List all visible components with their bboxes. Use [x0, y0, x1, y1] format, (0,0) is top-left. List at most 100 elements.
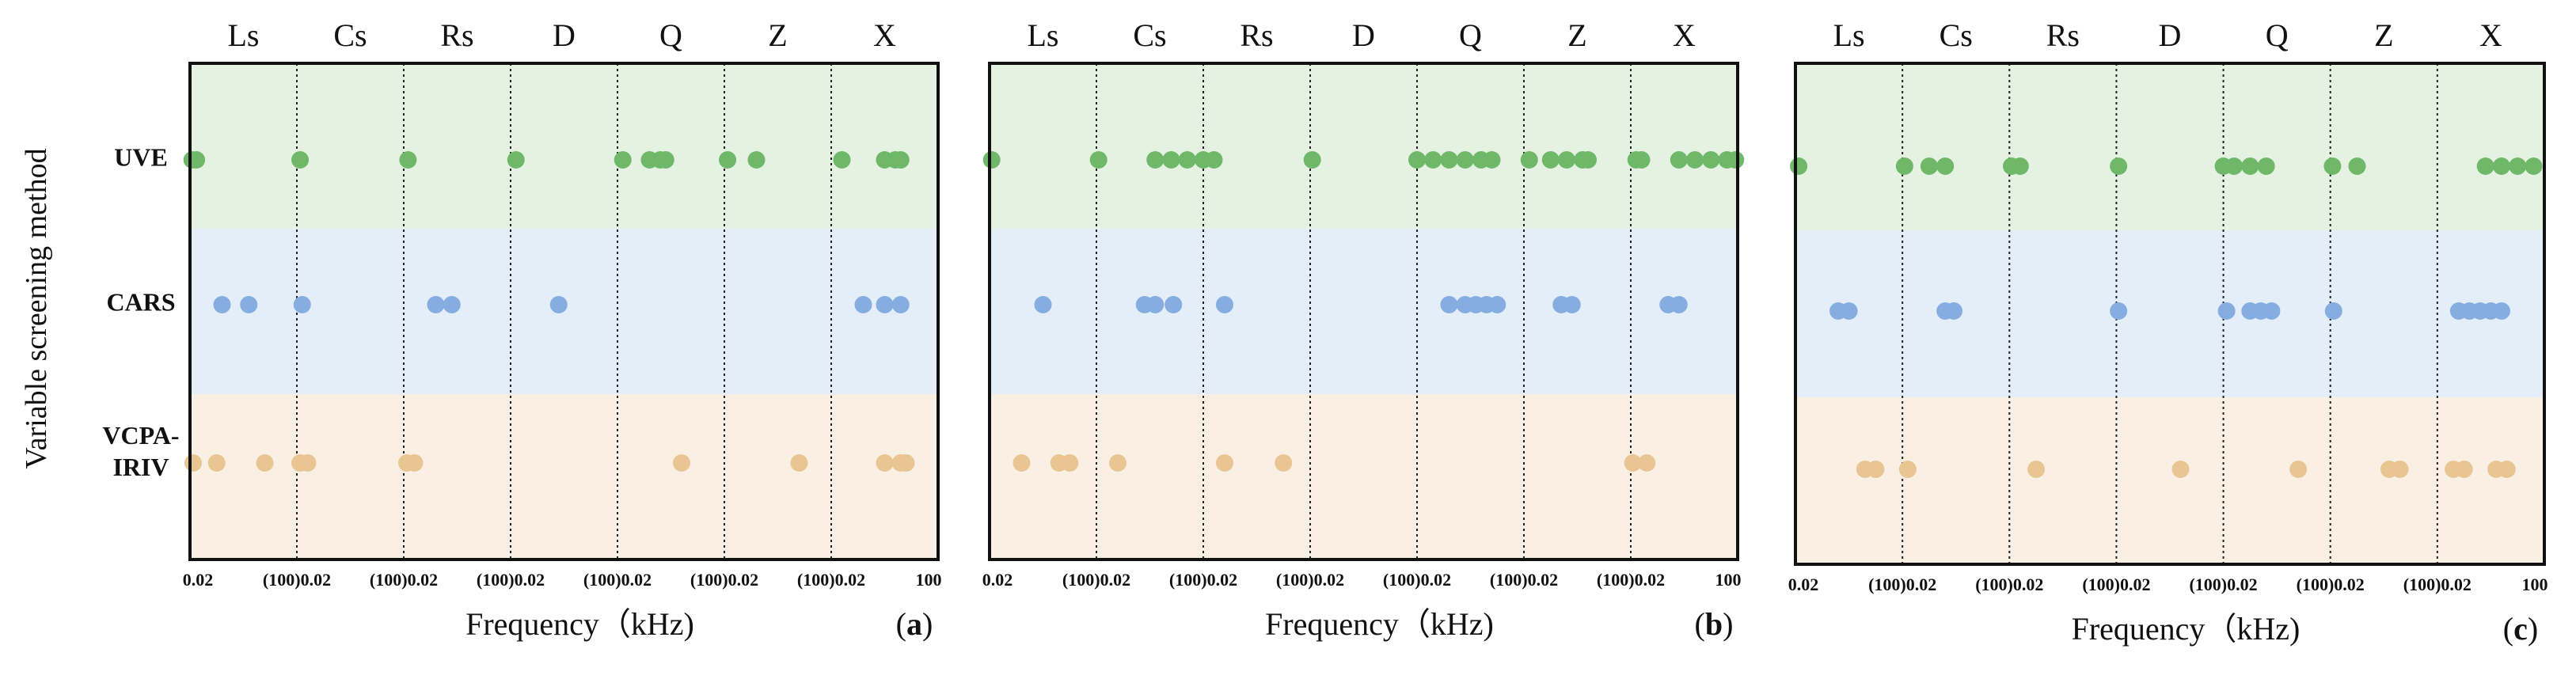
data-point-cars: [2263, 302, 2281, 320]
data-point-vcpa-iriv: [2498, 461, 2516, 478]
x-tick-label: (100)0.02: [797, 570, 865, 590]
panel-frame: [188, 62, 940, 561]
data-point-cars: [2217, 302, 2236, 320]
top-label-ls: Ls: [228, 17, 260, 53]
top-label-ls: Ls: [1028, 17, 1059, 53]
x-tick-label: (100)0.02: [1062, 570, 1130, 590]
panel-label-open: (: [896, 606, 906, 642]
data-point-cars: [1034, 296, 1052, 313]
data-point-vcpa-iriv: [1898, 461, 1917, 478]
top-label-q: Q: [1459, 17, 1482, 53]
x-tick-label: (100)0.02: [1868, 575, 1936, 594]
top-label-z: Z: [1567, 17, 1586, 53]
x-tick-label: (100)0.02: [2082, 575, 2150, 594]
top-label-d: D: [2159, 17, 2182, 53]
x-tick-label: (100)0.02: [690, 570, 758, 590]
data-point-vcpa-iriv: [1061, 454, 1079, 472]
data-point-uve: [1895, 157, 1913, 175]
data-point-uve: [1520, 151, 1538, 169]
x-axis-title: Frequency（kHz): [1265, 606, 1494, 642]
x-axis-title: Frequency（kHz): [465, 606, 694, 642]
x-tick-label: (100)0.02: [1169, 570, 1237, 590]
top-label-z: Z: [768, 17, 787, 53]
data-point-uve: [2323, 157, 2342, 175]
x-tick-label: (100)0.02: [2297, 575, 2365, 594]
data-point-uve: [1727, 151, 1745, 169]
data-point-uve: [2525, 157, 2543, 175]
panel-label: (c): [2503, 611, 2538, 647]
data-point-uve: [1178, 151, 1196, 169]
x-tick-label: (100)0.02: [1490, 570, 1558, 590]
data-point-cars: [1840, 302, 1858, 320]
method-label-1: UVE: [114, 142, 168, 171]
band-cars: [1795, 230, 2544, 398]
data-point-uve: [2110, 157, 2128, 175]
data-point-uve: [982, 151, 1001, 169]
data-point-uve: [2348, 157, 2366, 175]
panel-label-close: ): [2528, 611, 2538, 647]
x-tick-label: 100: [916, 570, 942, 590]
top-label-ls: Ls: [1833, 17, 1865, 53]
data-point-cars: [213, 296, 231, 313]
data-point-cars: [2110, 302, 2128, 320]
band-cars: [990, 229, 1738, 395]
data-point-cars: [443, 296, 461, 313]
data-point-uve: [1790, 157, 1808, 175]
data-point-cars: [1165, 296, 1183, 313]
data-point-uve: [1205, 151, 1223, 169]
data-point-uve: [1408, 151, 1426, 169]
data-point-uve: [1456, 151, 1474, 169]
x-axis-title: Frequency（kHz): [2072, 611, 2301, 647]
data-point-cars: [1440, 296, 1458, 313]
data-point-uve: [507, 151, 525, 169]
data-point-uve: [1558, 151, 1575, 169]
data-point-uve: [2257, 157, 2275, 175]
data-point-cars: [1216, 296, 1233, 313]
data-point-uve: [1440, 151, 1458, 169]
data-point-vcpa-iriv: [1275, 454, 1293, 472]
data-point-uve: [891, 151, 910, 169]
data-point-vcpa-iriv: [897, 454, 915, 472]
data-point-cars: [854, 296, 872, 313]
data-point-vcpa-iriv: [2027, 461, 2046, 478]
data-point-uve: [1303, 151, 1321, 169]
data-point-vcpa-iriv: [876, 454, 894, 472]
panel-c: Ls Cs Rs D Q Z X 0.02 (100)0.02 (100)0.02 (100)0.0…: [1788, 17, 2548, 647]
panel-frame: [1794, 62, 2546, 566]
data-point-vcpa-iriv: [207, 454, 226, 472]
top-label-x: X: [1673, 17, 1696, 53]
data-point-uve: [2225, 157, 2244, 175]
data-point-uve: [291, 151, 310, 169]
band-uve: [1795, 63, 2544, 231]
data-point-uve: [656, 151, 674, 169]
data-point-cars: [2324, 302, 2342, 320]
data-point-uve: [1483, 151, 1501, 169]
x-tick-label: 100: [2522, 575, 2548, 594]
x-tick-label: (100)0.02: [1597, 570, 1665, 590]
data-point-uve: [1162, 151, 1180, 169]
method-label-line: VCPA-: [102, 421, 179, 450]
data-point-cars: [293, 296, 311, 313]
panel-label-letter: a: [906, 606, 922, 642]
top-label-d: D: [1352, 17, 1375, 53]
data-point-uve: [2509, 157, 2527, 175]
data-point-vcpa-iriv: [2171, 461, 2190, 478]
data-point-cars: [1488, 296, 1506, 313]
data-point-vcpa-iriv: [256, 454, 274, 472]
data-point-vcpa-iriv: [2289, 461, 2308, 478]
data-point-uve: [1146, 151, 1165, 169]
top-label-cs: Cs: [1940, 17, 1973, 53]
data-point-vcpa-iriv: [1867, 461, 1885, 478]
data-point-uve: [614, 151, 632, 169]
panel-label: (b): [1695, 606, 1734, 642]
data-point-vcpa-iriv: [1624, 454, 1642, 472]
data-point-uve: [719, 151, 737, 169]
data-point-uve: [1936, 157, 1955, 175]
panel-label: (a): [896, 606, 933, 642]
x-tick-label: 0.02: [183, 570, 214, 590]
band-vcpa-iriv: [190, 394, 938, 560]
data-point-vcpa-iriv: [2455, 461, 2473, 478]
top-label-cs: Cs: [333, 17, 367, 53]
data-point-uve: [1541, 151, 1560, 169]
